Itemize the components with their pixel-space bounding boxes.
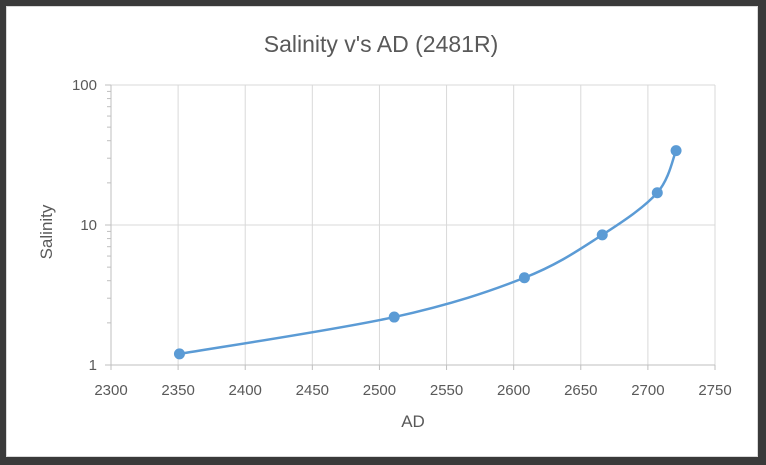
y-tick-label: 100 <box>72 77 97 94</box>
x-tick-label: 2500 <box>363 382 396 399</box>
y-tick-label: 1 <box>89 357 97 374</box>
chart-svg: Salinity v's AD (2481R) 2300 2350 2400 2450… <box>37 31 732 431</box>
x-tick-label: 2350 <box>161 382 194 399</box>
grid-lines <box>111 84 716 365</box>
x-tick-label: 2300 <box>94 382 127 399</box>
data-point <box>518 272 530 284</box>
series-line <box>179 150 678 356</box>
x-tick-label: 2750 <box>698 382 731 399</box>
x-axis-title: AD <box>401 412 425 431</box>
data-series <box>173 145 682 360</box>
data-point <box>651 187 663 199</box>
data-point <box>596 229 608 241</box>
y-tick-label: 10 <box>80 217 97 234</box>
data-point <box>173 348 185 360</box>
y-axis-title: Salinity <box>37 204 56 259</box>
chart-frame: Salinity v's AD (2481R) 2300 2350 2400 2450… <box>6 6 758 457</box>
x-tick-label: 2450 <box>296 382 329 399</box>
x-tick-label: 2600 <box>497 382 530 399</box>
x-tick-label: 2550 <box>430 382 463 399</box>
tick-labels: 2300 2350 2400 2450 2500 2550 2600 2650 2700 2750… <box>72 77 732 399</box>
axes <box>105 84 716 370</box>
data-point <box>670 145 682 157</box>
chart-title: Salinity v's AD (2481R) <box>264 31 498 57</box>
data-point <box>388 311 400 323</box>
x-tick-label: 2400 <box>229 382 262 399</box>
x-tick-label: 2650 <box>564 382 597 399</box>
x-tick-label: 2700 <box>631 382 664 399</box>
